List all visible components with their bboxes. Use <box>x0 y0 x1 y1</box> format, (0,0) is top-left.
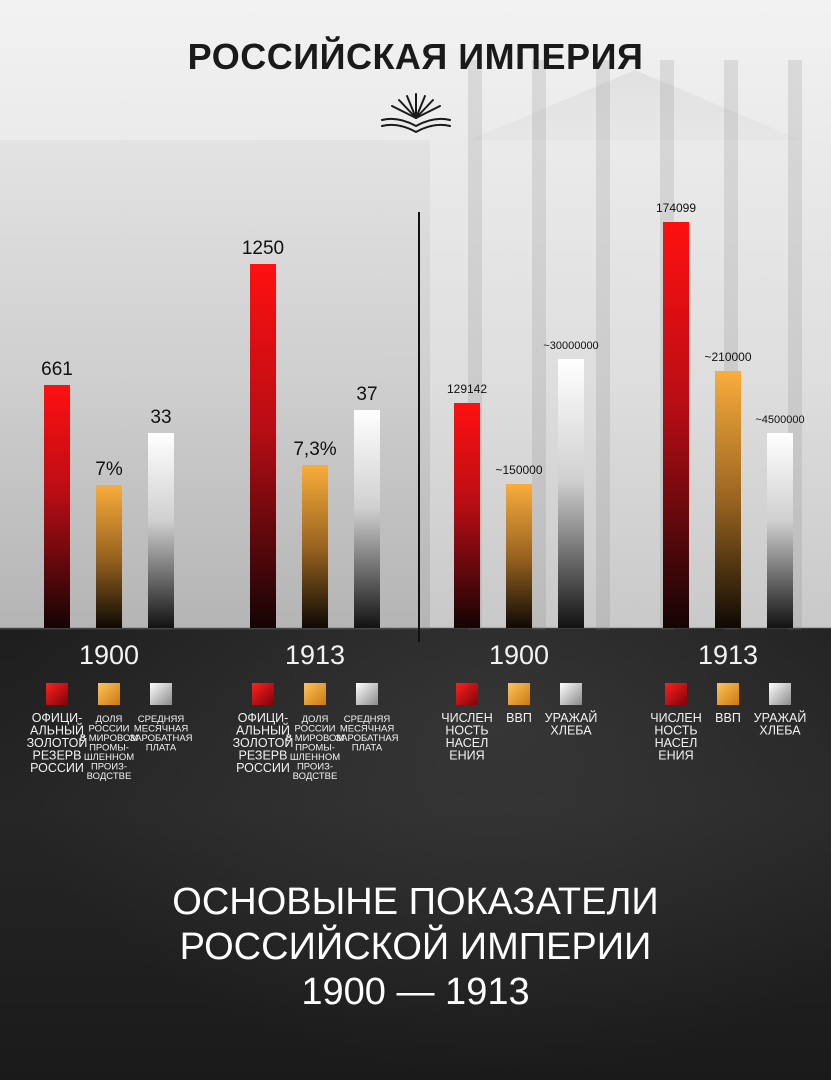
legend-swatch-orange <box>508 683 530 705</box>
legend-swatch-red <box>665 683 687 705</box>
legend-label: ДОЛЯ РОССИИ В МИРОВОМ ПРОМЫ-ШЛЕННОМ ПРОИЗ-ВО… <box>286 714 345 782</box>
data-label: ~30000000 <box>543 340 598 352</box>
data-label: 7% <box>95 459 123 480</box>
legend-label: УРАЖАЙ ХЛЕБА <box>545 710 598 738</box>
legend-label: ЧИСЛЕН НОСТЬ НАСЕЛ ЕНИЯ <box>650 711 702 763</box>
legend-label: ВВП <box>715 711 741 725</box>
legend-label: СРЕДНЯЯ МЕСЯЧНАЯ ЗАРОБАТНАЯ ПЛАТА <box>335 714 398 754</box>
legend-swatch-orange <box>304 683 326 705</box>
footer-line-2: РОССИЙСКОЙ ИМПЕРИИ <box>179 926 652 968</box>
bar-2-1900-white <box>558 359 584 628</box>
data-label: 174099 <box>656 201 696 215</box>
legend-label: УРАЖАЙ ХЛЕБА <box>754 710 807 738</box>
legend-swatch-white <box>150 683 172 705</box>
background-dark-city-photo <box>0 628 831 1080</box>
footer-caption: ОСНОВЫНЕ ПОКАЗАТЕЛИ РОССИЙСКОЙ ИМПЕРИИ 1… <box>0 880 831 1015</box>
book-rays-icon <box>381 93 451 134</box>
legend-swatch-red <box>46 683 68 705</box>
year-label: 1900 <box>489 640 549 670</box>
bar-2-1900-red <box>454 403 480 628</box>
legend-label: ДОЛЯ РОССИИ В МИРОВОМ ПРОМЫ-ШЛЕННОМ ПРОИЗ-ВО… <box>80 714 139 782</box>
year-label: 1913 <box>698 640 758 670</box>
bar-2-1913-white <box>767 433 793 628</box>
bar-1-1913-red <box>250 264 276 628</box>
legend-swatch-red <box>252 683 274 705</box>
footer-line-3: 1900 — 1913 <box>301 971 530 1013</box>
data-label: 129142 <box>447 382 487 396</box>
data-label: ~150000 <box>495 463 542 477</box>
footer-line-1: ОСНОВЫНЕ ПОКАЗАТЕЛИ <box>172 881 659 923</box>
legend-swatch-orange <box>98 683 120 705</box>
bar-1-1913-orange <box>302 465 328 628</box>
legend-label: ВВП <box>506 711 532 725</box>
year-label: 1913 <box>285 640 345 670</box>
legend-label: ОФИЦИ-АЛЬНЫЙ ЗОЛОТОЙ РЕЗЕРВ РОССИИ <box>27 711 88 775</box>
data-label: 33 <box>150 407 171 428</box>
legend-swatch-orange <box>717 683 739 705</box>
data-label: 1250 <box>242 238 284 259</box>
year-label: 1900 <box>79 640 139 670</box>
legend-swatch-white <box>560 683 582 705</box>
panel-divider <box>418 212 420 642</box>
bar-2-1913-orange <box>715 371 741 628</box>
page-title: РОССИЙСКАЯ ИМПЕРИЯ <box>187 36 644 77</box>
bar-2-1913-red <box>663 222 689 628</box>
bar-1-1900-red <box>44 385 70 628</box>
legend-swatch-white <box>356 683 378 705</box>
legend-label: ЧИСЛЕН НОСТЬ НАСЕЛ ЕНИЯ <box>441 711 493 763</box>
background-theatre-columns <box>430 60 831 630</box>
legend-label: ОФИЦИ-АЛЬНЫЙ ЗОЛОТОЙ РЕЗЕРВ РОССИИ <box>233 711 294 775</box>
bar-1-1900-white <box>148 433 174 628</box>
data-label: ~210000 <box>704 350 751 364</box>
data-label: 661 <box>41 359 73 380</box>
bar-1-1900-orange <box>96 485 122 628</box>
data-label: ~4500000 <box>755 414 804 426</box>
data-label: 37 <box>356 384 377 405</box>
data-label: 7,3% <box>293 439 336 460</box>
bar-1-1913-white <box>354 410 380 628</box>
legend-swatch-red <box>456 683 478 705</box>
legend-swatch-white <box>769 683 791 705</box>
legend-label: СРЕДНЯЯ МЕСЯЧНАЯ ЗАРОБАТНАЯ ПЛАТА <box>129 714 192 754</box>
bar-2-1900-orange <box>506 484 532 628</box>
